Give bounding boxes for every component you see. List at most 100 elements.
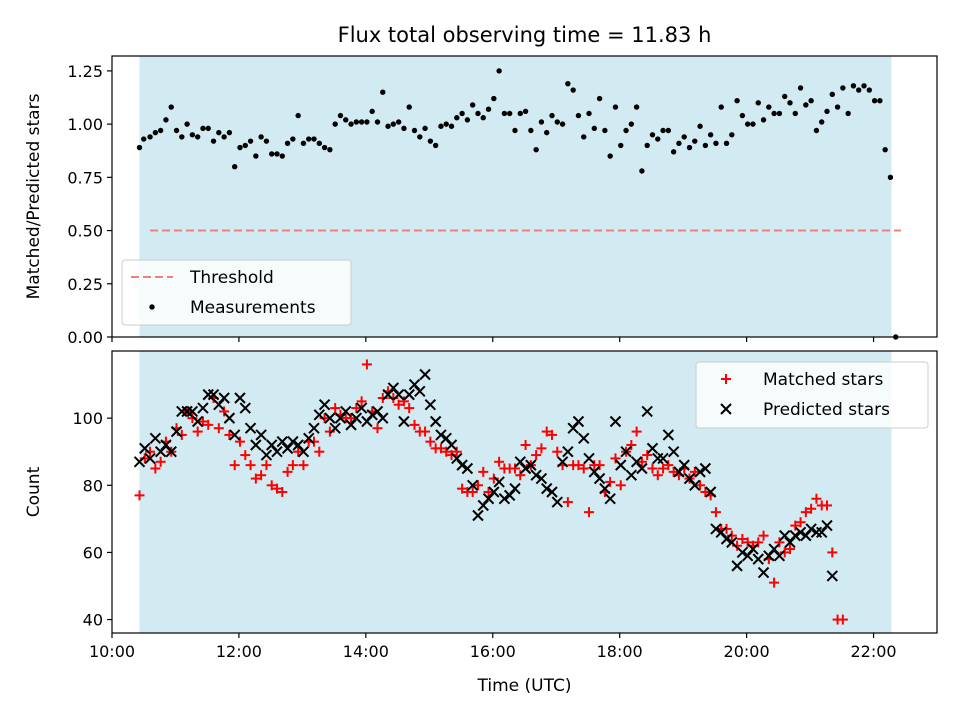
legend-measurements-label: Measurements bbox=[190, 298, 316, 318]
measurement-point bbox=[221, 134, 226, 139]
measurement-point bbox=[195, 134, 200, 139]
measurement-point bbox=[835, 104, 840, 109]
top-y-tick-label: 0.75 bbox=[67, 168, 103, 187]
measurement-point bbox=[248, 138, 253, 143]
measurement-point bbox=[655, 136, 660, 141]
measurement-point bbox=[798, 85, 803, 90]
measurement-point bbox=[629, 121, 634, 126]
bottom-legend: Matched stars Predicted stars bbox=[696, 362, 928, 428]
measurement-point bbox=[327, 147, 332, 152]
measurement-point bbox=[232, 164, 237, 169]
measurement-point bbox=[845, 111, 850, 116]
measurement-point bbox=[211, 138, 216, 143]
measurement-point bbox=[147, 134, 152, 139]
measurement-point bbox=[634, 104, 639, 109]
measurement-point bbox=[475, 111, 480, 116]
bottom-y-tick-label: 60 bbox=[83, 543, 103, 562]
measurement-point bbox=[184, 121, 189, 126]
x-tick-label: 14:00 bbox=[343, 642, 389, 661]
measurement-point bbox=[771, 111, 776, 116]
measurement-point bbox=[777, 111, 782, 116]
measurement-point bbox=[338, 113, 343, 118]
measurement-point bbox=[692, 138, 697, 143]
measurement-point bbox=[592, 126, 597, 131]
bottom-y-tick-label: 100 bbox=[72, 409, 103, 428]
measurement-point bbox=[867, 87, 872, 92]
measurement-point bbox=[539, 119, 544, 124]
measurement-point bbox=[412, 128, 417, 133]
measurement-point bbox=[814, 128, 819, 133]
measurement-point bbox=[644, 143, 649, 148]
measurement-point bbox=[317, 141, 322, 146]
measurement-point bbox=[227, 130, 232, 135]
measurement-point bbox=[364, 119, 369, 124]
measurement-point bbox=[496, 68, 501, 73]
measurement-point bbox=[872, 98, 877, 103]
measurement-point bbox=[285, 141, 290, 146]
measurement-point bbox=[703, 143, 708, 148]
measurement-point bbox=[639, 168, 644, 173]
top-y-tick-label: 1.00 bbox=[67, 115, 103, 134]
measurement-point bbox=[481, 115, 486, 120]
measurement-point bbox=[713, 141, 718, 146]
measurement-point bbox=[438, 124, 443, 129]
measurement-point bbox=[237, 145, 242, 150]
measurement-point bbox=[280, 153, 285, 158]
measurement-point bbox=[380, 89, 385, 94]
top-y-axis-label: Matched/Predicted stars bbox=[24, 93, 44, 299]
measurement-point bbox=[417, 134, 422, 139]
measurement-point bbox=[486, 107, 491, 112]
measurement-point bbox=[660, 128, 665, 133]
measurement-point bbox=[549, 113, 554, 118]
bottom-y-tick-label: 80 bbox=[83, 476, 103, 495]
measurement-point bbox=[169, 104, 174, 109]
measurement-point bbox=[470, 102, 475, 107]
measurement-point bbox=[808, 98, 813, 103]
measurement-point bbox=[243, 143, 248, 148]
measurement-point bbox=[613, 104, 618, 109]
measurement-point bbox=[671, 149, 676, 154]
measurement-point bbox=[433, 143, 438, 148]
measurement-point bbox=[264, 138, 269, 143]
measurement-point bbox=[856, 87, 861, 92]
measurement-point bbox=[375, 119, 380, 124]
measurement-point bbox=[570, 87, 575, 92]
legend-threshold-label: Threshold bbox=[189, 268, 274, 288]
measurement-point bbox=[401, 126, 406, 131]
measurement-point bbox=[687, 145, 692, 150]
x-tick-label: 10:00 bbox=[89, 642, 135, 661]
measurement-point bbox=[491, 96, 496, 101]
measurement-point bbox=[518, 111, 523, 116]
x-tick-label: 12:00 bbox=[216, 642, 262, 661]
top-y-tick-label: 0.25 bbox=[67, 275, 103, 294]
measurement-point bbox=[682, 134, 687, 139]
measurement-point bbox=[332, 121, 337, 126]
measurement-point bbox=[607, 153, 612, 158]
measurement-point bbox=[565, 81, 570, 86]
measurement-point bbox=[576, 113, 581, 118]
x-tick-label: 16:00 bbox=[470, 642, 516, 661]
measurement-point bbox=[348, 121, 353, 126]
measurement-point bbox=[766, 104, 771, 109]
top-panel: 0.00 0.25 0.50 0.75 1.00 1.25 Flux total obse… bbox=[24, 23, 937, 347]
legend-measurements-swatch bbox=[149, 304, 154, 309]
measurement-point bbox=[137, 145, 142, 150]
top-y-tick-label: 0.00 bbox=[67, 328, 103, 347]
measurement-point bbox=[787, 100, 792, 105]
measurement-point bbox=[581, 134, 586, 139]
top-legend: Threshold Measurements bbox=[122, 260, 351, 325]
measurement-point bbox=[216, 130, 221, 135]
measurement-point bbox=[618, 143, 623, 148]
x-axis-label: Time (UTC) bbox=[477, 676, 572, 696]
measurement-point bbox=[523, 109, 528, 114]
figure: 0.000.250.500.751.001.25 Flux total obse… bbox=[0, 0, 960, 720]
measurement-point bbox=[676, 141, 681, 146]
measurement-point bbox=[311, 136, 316, 141]
measurement-point bbox=[407, 104, 412, 109]
measurement-point bbox=[729, 132, 734, 137]
measurement-point bbox=[385, 124, 390, 129]
measurement-point bbox=[502, 111, 507, 116]
measurement-point bbox=[708, 132, 713, 137]
measurement-point bbox=[888, 175, 893, 180]
measurement-point bbox=[200, 126, 205, 131]
